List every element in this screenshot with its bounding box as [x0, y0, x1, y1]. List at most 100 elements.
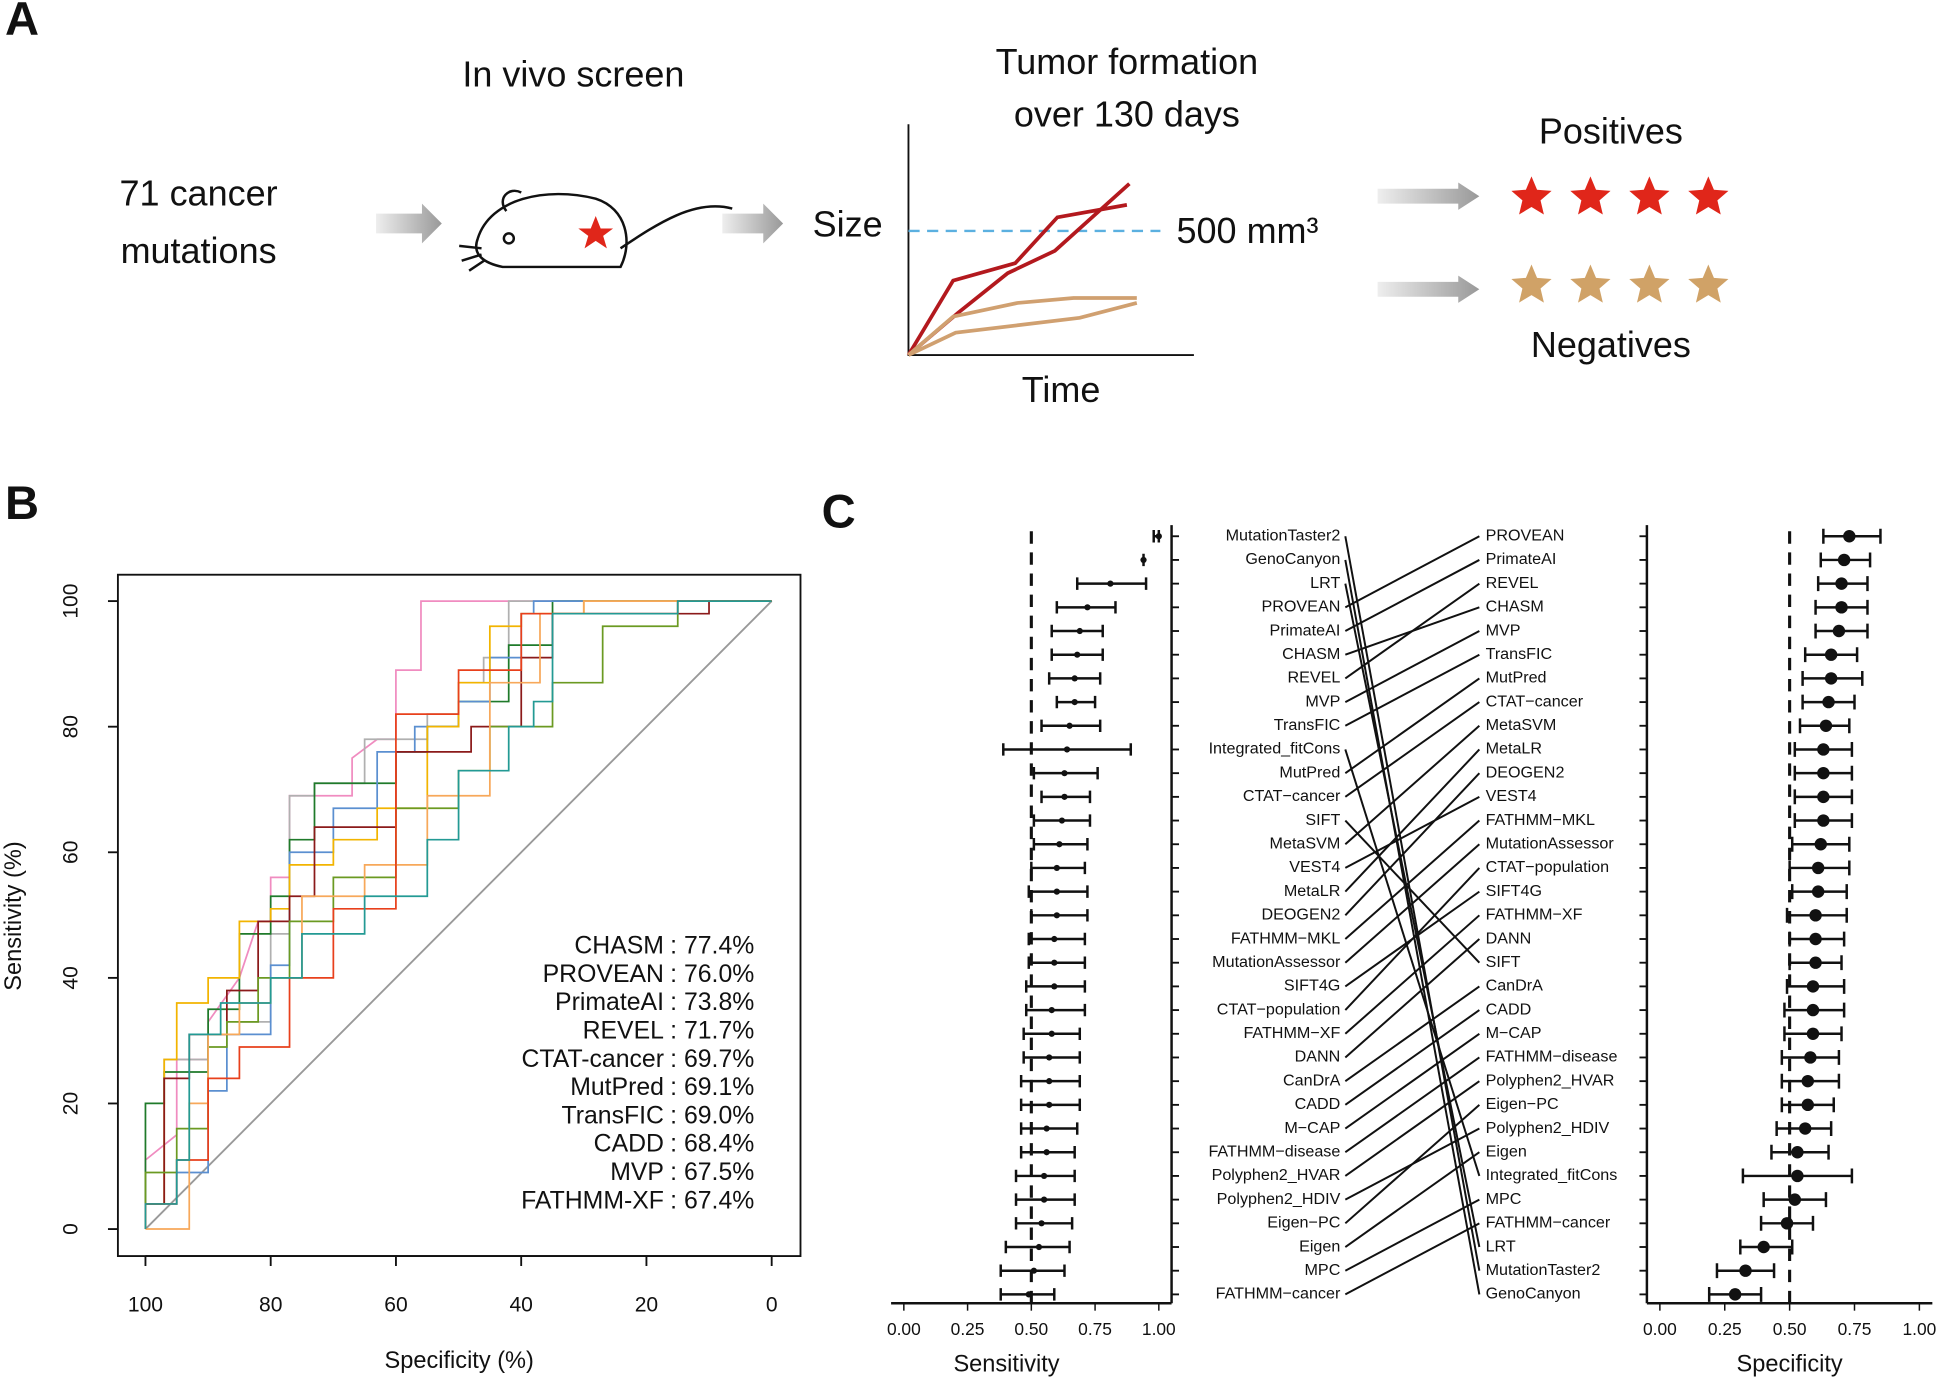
point [1061, 770, 1068, 777]
category-label: TransFIC [1274, 716, 1341, 734]
point [1817, 814, 1830, 827]
legend-name: PrimateAI [555, 989, 664, 1016]
y-axis-label: Sensitivity (%) [0, 841, 26, 990]
category-label: SIFT [1305, 811, 1340, 829]
y-tick-label: 100 [60, 584, 83, 619]
x-tick-label: 0.00 [887, 1319, 921, 1339]
point [1791, 1169, 1804, 1183]
x-tick-label: 0.50 [1773, 1319, 1807, 1339]
star-icon [1570, 264, 1611, 303]
rank-connector [1344, 867, 1481, 1011]
rank-connector [1344, 535, 1480, 609]
y-label: Size [813, 204, 883, 245]
category-label: CTAT−population [1217, 1000, 1341, 1018]
point [1051, 983, 1058, 990]
legend-auc: : 69.0% [670, 1102, 754, 1129]
legend-name: CHASM [574, 933, 664, 960]
category-label: LRT [1486, 1237, 1516, 1255]
x-tick-label: 0.00 [1643, 1319, 1677, 1339]
point [1804, 1051, 1817, 1064]
point [1806, 1003, 1820, 1017]
point [1051, 959, 1058, 966]
category-label: REVEL [1486, 574, 1539, 592]
rank-connector [1344, 1009, 1480, 1106]
screen-title: In vivo screen [462, 54, 684, 95]
point [1814, 838, 1827, 851]
point [1806, 980, 1820, 993]
point [1063, 746, 1071, 753]
roc-curve [144, 600, 772, 1230]
rank-connector [1344, 583, 1481, 1248]
category-label: MetaLR [1486, 740, 1542, 758]
x-tick-label: 0.50 [1014, 1319, 1048, 1339]
category-label: Eigen−PC [1267, 1214, 1340, 1232]
y-tick-label: 0 [60, 1223, 83, 1235]
rank-connector [1344, 582, 1480, 680]
arrow [376, 203, 442, 244]
point [1843, 530, 1856, 543]
category-label: REVEL [1287, 669, 1340, 687]
point [1051, 935, 1058, 943]
point [1824, 672, 1838, 685]
legend-name: TransFIC [561, 1102, 663, 1129]
point [1801, 1098, 1814, 1112]
threshold-label: 500 mm³ [1177, 210, 1319, 251]
point [1048, 1030, 1055, 1037]
category-label: CanDrA [1486, 977, 1544, 995]
legend-name: MutPred [570, 1074, 664, 1101]
category-label: M−CAP [1284, 1119, 1340, 1137]
rank-connector [1344, 630, 1480, 703]
legend-name: CTAT-cancer [522, 1046, 664, 1073]
category-label: Eigen−PC [1486, 1095, 1559, 1113]
legend-auc: : 73.8% [670, 989, 754, 1016]
category-label: Polyphen2_HVAR [1212, 1166, 1341, 1184]
star-icon [1688, 176, 1729, 215]
legend-auc: : 68.4% [670, 1131, 754, 1158]
rank-connector [1344, 701, 1480, 798]
category-label: FATHMM−cancer [1216, 1285, 1341, 1303]
rank-connector [1344, 1104, 1481, 1225]
category-label: MutPred [1486, 669, 1547, 687]
positives-label: Positives [1539, 111, 1683, 152]
rank-connector [1344, 559, 1480, 632]
category-label: Polyphen2_HDIV [1486, 1119, 1610, 1137]
star-icon [1629, 264, 1670, 303]
point [1817, 743, 1830, 756]
category-label: MVP [1305, 692, 1340, 710]
point [1739, 1264, 1752, 1277]
legend-auc: : 69.7% [670, 1046, 754, 1073]
star-icon [1511, 264, 1552, 303]
x-axis-label: Sensitivity [953, 1351, 1059, 1377]
point [1038, 1220, 1045, 1227]
point [1058, 817, 1066, 824]
point [1801, 1074, 1814, 1088]
legend-name: CADD [594, 1131, 664, 1158]
point [1832, 624, 1846, 638]
category-label: PrimateAI [1486, 550, 1557, 568]
category-label: TransFIC [1486, 645, 1553, 663]
legend-auc: : 71.7% [670, 1017, 754, 1044]
rank-connector [1344, 1151, 1480, 1248]
tumor-title: Tumor formation [996, 41, 1259, 82]
category-label: SIFT [1486, 953, 1521, 971]
point [1788, 1193, 1802, 1206]
x-tick-label: 0.75 [1838, 1319, 1872, 1339]
category-label: PROVEAN [1486, 527, 1565, 545]
mouse-icon [459, 189, 733, 272]
category-label: Integrated_fitCons [1486, 1166, 1618, 1184]
point [1076, 627, 1083, 635]
point [1043, 1125, 1050, 1132]
point [1819, 719, 1833, 732]
x-tick-label: 0.75 [1078, 1319, 1112, 1339]
category-label: CTAT−population [1486, 858, 1610, 876]
point [1780, 1217, 1794, 1230]
point [1043, 1149, 1050, 1156]
category-label: PROVEAN [1261, 598, 1340, 616]
legend-name: MVP [610, 1159, 664, 1186]
star-row [1511, 176, 1729, 303]
panel-a: A 71 cancer mutations In vivo screen Tum… [5, 0, 1729, 410]
rank-connector [1344, 1198, 1480, 1272]
rank-connector [1344, 677, 1480, 774]
point [1806, 1027, 1820, 1040]
rank-connector [1344, 653, 1480, 727]
